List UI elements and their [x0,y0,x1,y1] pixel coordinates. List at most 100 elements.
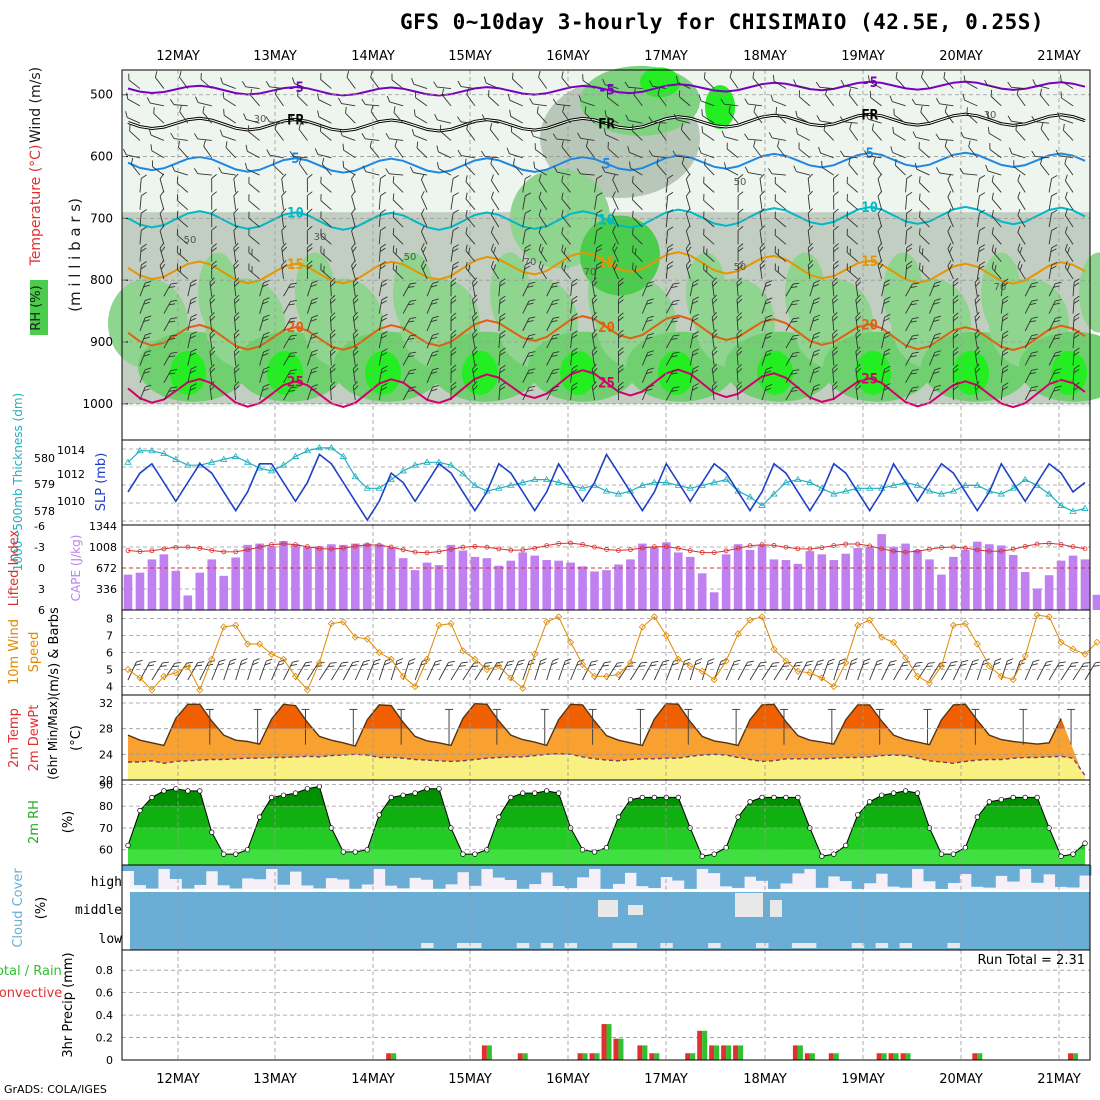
wind-barb-staff [209,282,213,297]
wind-barb [848,157,859,176]
wind-barb-feather [527,354,534,357]
wind-barb-staff [665,387,674,401]
wind-barb-feather [234,381,240,387]
wind-barb [450,209,459,228]
wind-barb-staff [159,230,165,245]
wind-barb-feather [736,298,743,304]
wind-barb [1072,382,1080,401]
wind-barb-feather [277,663,285,666]
wind-barb-feather [984,79,988,86]
wind-barb-feather [963,75,966,82]
wind-barb-feather [407,389,415,392]
wind-barb [582,660,598,681]
wind-barb-feather [764,283,772,288]
wind-barb [665,317,680,332]
wind-barb-feather [720,98,725,105]
wind-barb-feather [392,210,395,218]
wind-barb [1072,330,1080,349]
wind-barb-feather [374,658,381,662]
wind-barb-feather [979,261,986,266]
wind-barb-feather [450,364,457,370]
cape-bar [662,542,671,610]
wind-barb-staff [641,662,653,681]
wind-barb-feather [571,278,578,283]
wind-barb [895,158,906,176]
wind-barb-feather [596,209,603,214]
wind-barb-feather [1064,261,1068,268]
thickness-point [160,449,168,457]
wind-barb-staff [845,660,853,681]
wind-barb [612,225,619,245]
wind-barb [685,225,691,245]
wind-barb [871,123,882,141]
cloud-low-gap [708,943,721,948]
wind-barb [426,385,439,401]
wind-barb-feather [890,660,897,663]
thickness-point [973,481,982,488]
wind-barb-feather [596,175,603,179]
wind-barb-staff [703,269,715,280]
wind-barb [450,261,459,280]
wind-barb [736,294,743,314]
wind-barb-feather [1073,347,1080,352]
wind-barb-staff [378,334,383,349]
wind-barb [163,317,178,332]
wind-speed-point [710,676,718,684]
wind-barb-staff [174,170,188,176]
cloud-high-bar [983,865,996,888]
wind-barb-feather [591,329,597,335]
wind-barb-feather [790,355,798,358]
wind-barb-feather [465,227,468,234]
li-tick: 3 [38,583,45,596]
thickness-point [279,461,288,468]
wind-barb-staff [538,266,548,280]
wind-barb [281,208,287,228]
wind-barb-staff [641,386,649,401]
wind-barb-staff [1060,662,1073,681]
rh-point [855,812,861,818]
wind-barb-feather [140,265,147,270]
wind-barb-staff [974,316,978,331]
wind-barb-staff [604,84,619,89]
wind-barb-feather [527,302,534,306]
wind-barb-feather [472,333,478,339]
wind-barb [744,166,763,176]
wind-barb-feather [671,320,678,323]
wind-barb-staff [807,195,811,210]
wind-barb-staff [919,268,930,280]
wind-barb-feather [441,88,445,96]
wind-barb-staff [809,351,815,366]
wind-barb-feather [1031,282,1038,285]
wind-barb-staff [233,247,237,262]
cape-bar [925,559,934,610]
wind-barb [914,162,930,176]
precip-rain-bar [606,1024,612,1060]
wind-barb-feather [935,133,940,140]
wind-barb [624,81,643,89]
wind-barb [736,364,743,383]
wind-barb-staff [832,334,835,349]
thickness-point [471,481,479,488]
wind-speed-point [196,686,204,694]
wind-barb-feather [646,284,653,288]
wind-barb-staff [1024,335,1032,349]
wind-speed-point [638,623,646,631]
wind-barb-feather [592,350,598,356]
wind-barb [522,175,532,193]
wind-barb-staff [546,660,554,681]
wind-barb-staff [665,335,674,349]
wind-barb-feather [633,88,636,95]
wind-barb-feather [233,190,239,197]
wind-axis-label: (m/s) & Barbs [47,607,62,697]
wind-barb-feather [489,123,493,130]
rh-point [161,788,167,794]
wind-barb-feather [692,383,699,387]
wind-speed-point [459,647,467,655]
wind-barb-feather [736,368,743,374]
wind-barb-feather [147,664,155,667]
rh-point [352,849,358,855]
wind-barb-feather [828,658,835,662]
wind-barb-feather [140,174,147,179]
wind-barb [1000,347,1009,366]
wind-barb-staff [281,265,284,280]
